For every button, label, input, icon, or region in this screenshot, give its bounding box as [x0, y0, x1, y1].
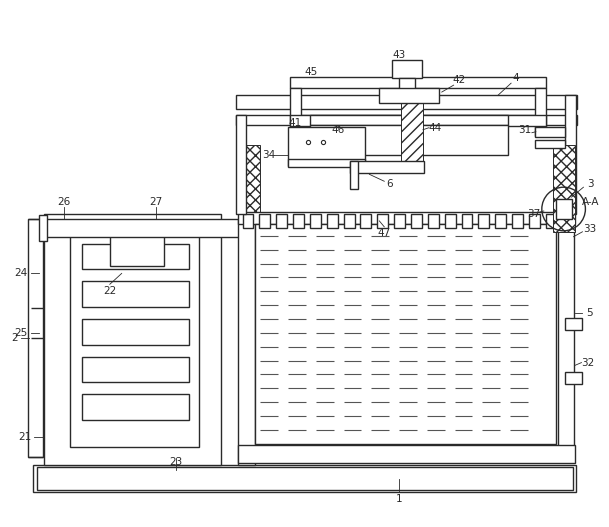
- Bar: [535, 140, 565, 148]
- Bar: [565, 318, 582, 330]
- Bar: [553, 144, 574, 232]
- Bar: [350, 161, 424, 173]
- Text: 25: 25: [14, 328, 27, 338]
- Bar: [558, 224, 574, 462]
- Bar: [495, 214, 506, 228]
- Bar: [238, 445, 574, 463]
- Bar: [288, 160, 365, 168]
- Bar: [38, 466, 572, 491]
- Bar: [399, 78, 415, 90]
- Bar: [378, 214, 388, 228]
- Text: 32: 32: [581, 358, 594, 368]
- Bar: [535, 88, 546, 135]
- Bar: [44, 219, 241, 237]
- Text: 23: 23: [169, 457, 183, 467]
- Bar: [293, 214, 304, 228]
- Text: 5: 5: [586, 308, 593, 318]
- Bar: [44, 214, 221, 465]
- Bar: [276, 214, 287, 228]
- Bar: [310, 214, 321, 228]
- Text: 3: 3: [587, 179, 594, 189]
- Bar: [242, 214, 253, 228]
- Text: 22: 22: [103, 286, 116, 296]
- Text: 46: 46: [331, 125, 344, 135]
- Bar: [259, 214, 270, 228]
- Bar: [236, 95, 577, 109]
- Bar: [82, 281, 189, 307]
- Bar: [238, 212, 574, 224]
- Bar: [82, 243, 189, 269]
- Bar: [310, 115, 508, 125]
- Text: 2: 2: [12, 333, 18, 343]
- Bar: [445, 214, 456, 228]
- Text: 27: 27: [150, 197, 163, 207]
- Bar: [290, 115, 546, 126]
- Bar: [401, 90, 423, 169]
- Text: 47: 47: [378, 228, 391, 238]
- Bar: [565, 95, 577, 214]
- Text: 43: 43: [393, 51, 406, 61]
- Bar: [27, 219, 43, 457]
- Bar: [32, 465, 576, 492]
- Bar: [394, 214, 405, 228]
- Text: 37: 37: [527, 209, 541, 219]
- Text: 4: 4: [513, 73, 519, 83]
- Text: 34: 34: [262, 150, 275, 160]
- Text: 42: 42: [452, 75, 465, 85]
- Bar: [535, 127, 565, 136]
- Bar: [82, 319, 189, 345]
- Text: 1: 1: [396, 494, 403, 504]
- Text: 44: 44: [428, 123, 442, 133]
- Text: 31: 31: [518, 125, 532, 135]
- Text: 41: 41: [289, 118, 301, 128]
- Bar: [327, 214, 338, 228]
- Text: A-A: A-A: [582, 197, 599, 207]
- Text: 26: 26: [58, 197, 71, 207]
- Bar: [255, 224, 555, 444]
- Bar: [288, 127, 365, 167]
- Bar: [239, 144, 261, 253]
- Bar: [529, 214, 540, 228]
- Bar: [428, 214, 438, 228]
- Bar: [379, 88, 438, 103]
- Bar: [236, 115, 245, 214]
- Bar: [411, 214, 422, 228]
- Bar: [290, 77, 546, 88]
- Bar: [546, 214, 557, 228]
- Bar: [70, 229, 199, 447]
- Bar: [82, 357, 189, 383]
- Bar: [310, 125, 508, 154]
- Bar: [238, 219, 255, 465]
- Text: 24: 24: [14, 268, 27, 278]
- Text: 45: 45: [304, 67, 317, 77]
- Bar: [350, 161, 357, 189]
- Text: 21: 21: [18, 432, 31, 442]
- Bar: [479, 214, 489, 228]
- Bar: [462, 214, 473, 228]
- Bar: [392, 61, 422, 78]
- Bar: [512, 214, 523, 228]
- Bar: [110, 232, 164, 267]
- Text: 33: 33: [583, 224, 596, 234]
- Bar: [40, 215, 48, 241]
- Bar: [343, 214, 354, 228]
- Bar: [290, 88, 301, 135]
- Text: 6: 6: [386, 179, 393, 189]
- Bar: [82, 394, 189, 420]
- Bar: [361, 214, 371, 228]
- Bar: [236, 115, 577, 125]
- Bar: [565, 373, 582, 384]
- Bar: [555, 199, 571, 219]
